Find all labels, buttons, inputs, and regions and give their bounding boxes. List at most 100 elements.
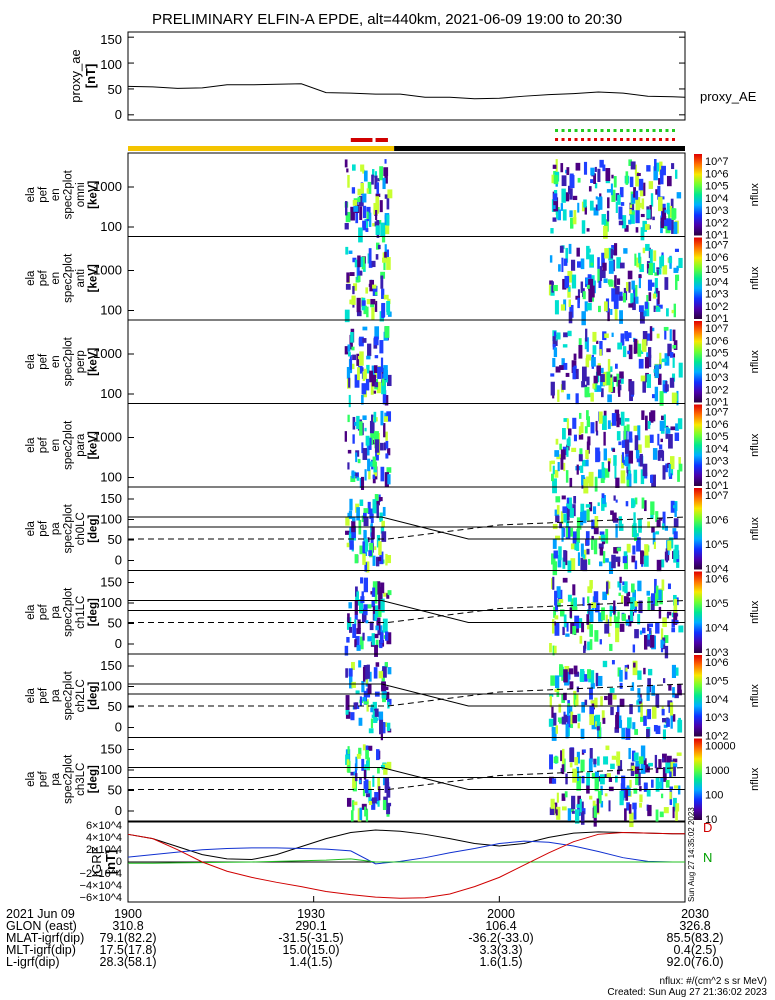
spectrogram-pixel-block (564, 791, 568, 798)
spectrogram-pixel-block (565, 514, 569, 529)
spectrogram-pixel-block (593, 375, 598, 384)
spectrogram-pixel-block (671, 464, 674, 476)
spectrogram-pixel-block (591, 605, 595, 611)
spectrogram-pixel-block (570, 558, 576, 571)
spectrogram-ylabel: spec2plot (63, 169, 75, 219)
igrf-line-green (128, 858, 685, 864)
spectrogram-pixel-block (614, 275, 617, 288)
colorbar-tick: 10^4 (705, 564, 729, 576)
spectrogram-pixel-block (371, 798, 376, 810)
tick-mlt: 15.0(15.0) (282, 943, 340, 957)
spectrogram-pixel-block (655, 767, 659, 774)
spectrogram-pixel-block (375, 500, 380, 506)
spectrogram-pixel-block (380, 526, 385, 534)
spectrogram-pixel-block (591, 772, 596, 779)
spectrogram-pixel-block (646, 165, 651, 172)
spectrogram-pixel-block (378, 594, 381, 610)
spectrogram-ylabel: ela (25, 353, 37, 369)
spectrogram-pixel-block (365, 808, 369, 822)
spectrogram-pixel-block (655, 511, 659, 522)
spectrogram-ytick: 1000 (93, 430, 122, 445)
colorbar-label: nflux (749, 517, 761, 541)
flag-green-dot (620, 129, 624, 132)
spectrogram-pixel-block (347, 174, 350, 188)
spectrogram-pixel-block (562, 344, 568, 348)
spectrogram-pixel-block (626, 543, 631, 553)
spectrogram-pixel-block (663, 807, 669, 814)
spectrogram-pixel-block (624, 581, 628, 594)
spectrogram-pixel-block (362, 553, 366, 565)
spectrogram-pixel-block (549, 807, 555, 816)
spectrogram-pixel-block (615, 477, 620, 488)
spectrogram-pixel-block (363, 170, 368, 182)
spectrogram-pixel-block (555, 515, 560, 522)
spectrogram-pixel-block (586, 614, 590, 625)
spectrogram-pixel-block (375, 556, 380, 567)
spectrogram-pixel-block (597, 268, 600, 283)
spectrogram-pixel-block (615, 523, 618, 538)
spectrogram-pixel-block (658, 517, 663, 521)
spectrogram-pixel-block (613, 376, 617, 382)
spectrogram-pixel-block (640, 550, 644, 565)
spectrogram-pixel-block (659, 359, 662, 370)
spectrogram-pixel-block (350, 810, 354, 822)
spectrogram-ytick: 0 (115, 720, 122, 735)
spectrogram-pixel-block (574, 671, 580, 677)
spectrogram-ylabel: en (50, 355, 62, 368)
spectrogram-pixel-block (559, 245, 564, 253)
spectrogram-pixel-block (365, 378, 370, 391)
spectrogram-pixel-block (560, 449, 566, 460)
spectrogram-pixel-block (361, 256, 365, 270)
spectrogram-pixel-block (626, 664, 630, 669)
spectrogram-pixel-block (628, 615, 632, 627)
spectrogram-pixel-block (640, 702, 643, 718)
spectrogram-pixel-block (632, 589, 637, 604)
spectrogram-pixel-block (375, 449, 379, 461)
spectrogram-pixel-block (675, 274, 680, 282)
spectrogram-pixel-block (615, 286, 620, 295)
spectrogram-pixel-block (371, 365, 375, 375)
spectrogram-pixel-block (552, 336, 556, 347)
spectrogram-pixel-block (597, 675, 603, 687)
spectrogram-pixel-block (588, 758, 593, 772)
spectrogram-pixel-block (562, 577, 568, 583)
spectrogram-pixel-block (608, 366, 613, 372)
colorbar-tick: 10^2 (705, 731, 729, 743)
spectrogram-pixel-block (573, 597, 578, 607)
spectrogram-pixel-block (549, 776, 554, 784)
tick-l: 92.0(76.0) (666, 955, 724, 969)
spectrogram-pixel-block (609, 687, 615, 693)
spectrogram-pixel-block (365, 561, 370, 573)
spectrogram-pixel-block (349, 527, 352, 534)
spectrogram-ylabel: pef (38, 186, 50, 203)
spectrogram-pixel-block (555, 535, 561, 541)
spectrogram-pixel-block (639, 802, 642, 808)
spectrogram-pixel-block (589, 609, 594, 623)
spectrogram-pixel-block (562, 748, 565, 764)
spectrogram-pixel-block (595, 430, 599, 436)
spectrogram-pixel-block (564, 275, 570, 289)
spectrogram-pixel-block (560, 203, 564, 211)
spectrogram-pixel-block (590, 392, 594, 402)
loss-cone-line (128, 600, 685, 623)
spectrogram-pixel-block (637, 580, 642, 592)
spectrogram-panel-ela_pef_en_spec2plot_anti: ela pef en spec2plot anti [keV]100010010^710^… (25, 236, 761, 326)
spectrogram-pixel-block (625, 282, 631, 292)
tick-mlt: 0.4(2.5) (673, 943, 717, 957)
spectrogram-pixel-block (590, 179, 594, 184)
spectrogram-pixel-block (560, 750, 563, 762)
spectrogram-pixel-block (629, 202, 635, 216)
spectrogram-pixel-block (627, 332, 632, 338)
spectrogram-pixel-block (572, 584, 576, 596)
spectrogram-pixel-block (595, 672, 599, 687)
tick-glon: 106.4 (485, 919, 517, 933)
spectrogram-pixel-block (580, 258, 585, 270)
spectrogram-pixel-block (370, 707, 373, 713)
spectrogram-pixel-block (384, 172, 388, 184)
spectrogram-pixel-block (364, 806, 367, 817)
spectrogram-pixel-block (372, 606, 376, 621)
spectrogram-pixel-block (568, 497, 572, 510)
spectrogram-pixel-block (611, 413, 617, 426)
spectrogram-pixel-block (359, 270, 363, 276)
spectrogram-pixel-block (357, 458, 361, 464)
